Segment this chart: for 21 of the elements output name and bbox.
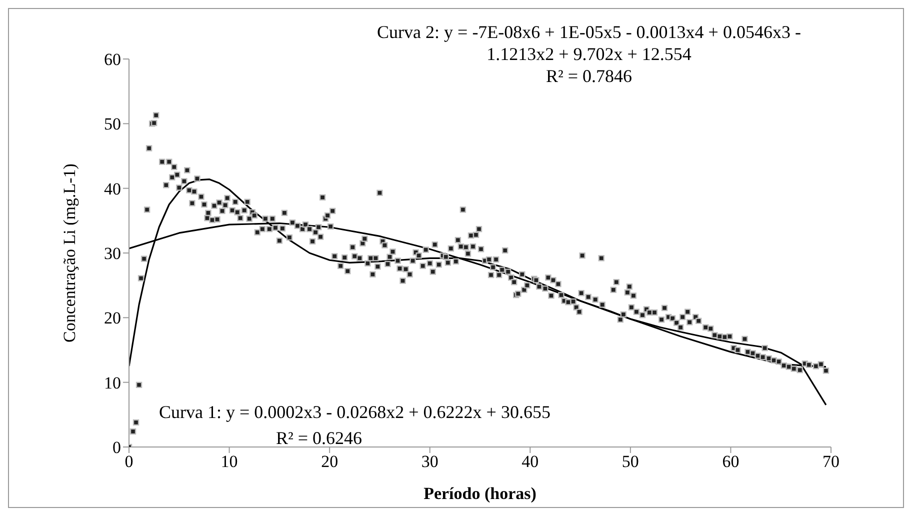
y-tick-label: 0	[112, 438, 121, 458]
x-tick-label: 10	[220, 452, 238, 472]
y-tick-label: 40	[104, 179, 121, 198]
y-tick-label: 10	[104, 373, 121, 392]
annotation: Curva 1: y = 0.0002x3 - 0.0268x2 + 0.6222x + 30.655	[159, 401, 552, 423]
x-tick-label: 20	[321, 452, 338, 472]
y-tick-label: 50	[104, 114, 121, 134]
x-tick-label: 30	[421, 452, 438, 472]
x-tick-label: 70	[822, 452, 840, 472]
x-axis-title: Período (horas)	[424, 484, 536, 503]
y-tick-label: 20	[104, 308, 121, 328]
annotation: R² = 0.6246	[274, 427, 364, 449]
x-tick-label: 50	[622, 452, 639, 472]
annotation: Curva 2: y = -7E-08x6 + 1E-05x5 - 0.0013x4 + 0.0546x3 - 1.1213x2 + 9.702x + 12.554	[376, 21, 802, 65]
y-tick-label: 30	[104, 244, 121, 264]
y-tick-label: 60	[104, 50, 121, 70]
x-tick-label: 40	[522, 452, 539, 472]
x-tick-label: 0	[124, 452, 134, 472]
y-axis-title: Concentração Li (mg.L-1)	[60, 164, 80, 342]
x-tick-label: 60	[722, 452, 740, 472]
annotation: R² = 0.7846	[544, 65, 634, 87]
